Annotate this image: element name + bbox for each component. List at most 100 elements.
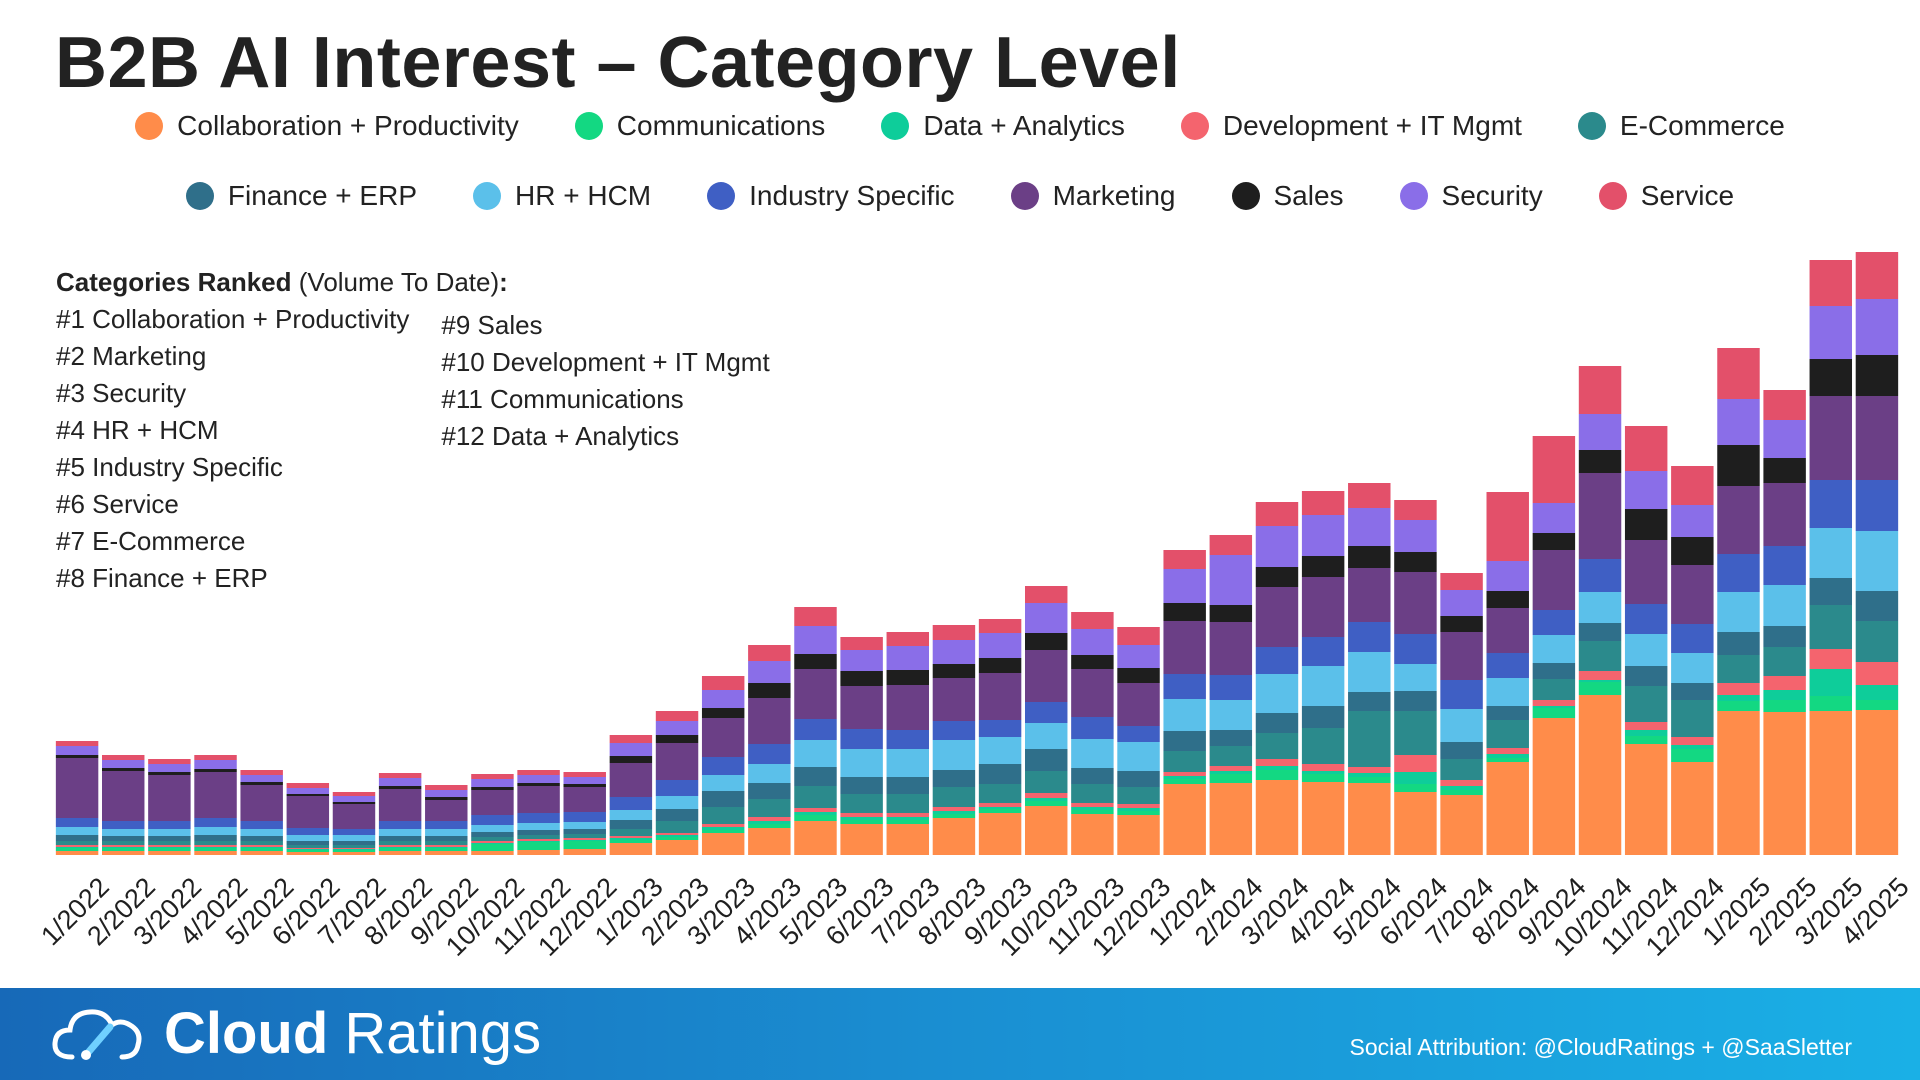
bar-segment [932, 678, 976, 721]
bar-segment [1255, 587, 1299, 647]
bar-segment [748, 824, 791, 828]
bar-segment [1624, 540, 1668, 604]
bar-segment [194, 760, 237, 769]
ranking-heading-rest: (Volume To Date) [291, 267, 500, 297]
bar-segment [1763, 390, 1806, 420]
bar-segment [240, 845, 283, 847]
bar-segment [1348, 483, 1391, 508]
bar-segment [1163, 603, 1206, 621]
bar-segment [1163, 751, 1206, 772]
bar-segment [1071, 810, 1114, 814]
bar-segment [978, 633, 1022, 658]
bar-segment [1163, 550, 1206, 569]
bar-segment [1117, 787, 1160, 804]
bar-segment [1255, 733, 1299, 759]
bar-segment [471, 844, 514, 851]
legend-swatch [1399, 182, 1428, 210]
bar-segment [471, 825, 514, 832]
bar-segment [1301, 577, 1345, 637]
bar-segment [1117, 804, 1160, 808]
bar-segment [609, 743, 653, 756]
bar-segment [840, 794, 883, 813]
bar-segment [425, 797, 468, 800]
bar-segment [794, 815, 837, 821]
bar-segment [886, 749, 930, 777]
legend-swatch [1010, 182, 1039, 210]
bar-segment [1440, 616, 1483, 632]
bar-segment [609, 829, 653, 836]
bar-segment [1394, 691, 1437, 711]
bar-segment [55, 835, 99, 841]
bar-segment [1717, 711, 1760, 855]
bar-segment [102, 845, 145, 847]
bar-segment [1163, 731, 1206, 751]
categories-ranked-panel: Categories Ranked (Volume To Date): #1 C… [56, 264, 770, 597]
bar-segment [471, 779, 514, 787]
bar-segment [1486, 678, 1529, 706]
bar-segment [517, 783, 560, 786]
bar-segment [240, 785, 283, 821]
legend-swatch [881, 112, 910, 140]
bar-segment [1717, 701, 1760, 711]
bar-segment [517, 842, 560, 850]
ranking-item: #4 HR + HCM [56, 415, 219, 445]
bar-segment [1486, 762, 1529, 855]
bar-segment [1301, 782, 1345, 855]
bar-segment [1809, 649, 1853, 669]
bar-segment [1025, 771, 1068, 793]
ranking-heading: Categories Ranked (Volume To Date): [56, 264, 770, 301]
bar-segment [1117, 811, 1160, 815]
bar-segment [1209, 771, 1253, 774]
bar-segment [932, 770, 976, 787]
bar-segment [1717, 348, 1760, 399]
bar-segment [1163, 621, 1206, 674]
bar-segment [840, 671, 883, 686]
bar-segment [425, 851, 468, 855]
bar-segment [794, 669, 837, 719]
bar-segment [425, 841, 468, 845]
bar-segment [1071, 768, 1114, 784]
bar-segment [1440, 590, 1483, 616]
bar-segment [1578, 559, 1622, 592]
bar-segment [425, 821, 468, 829]
legend-swatch [574, 112, 603, 140]
bar-segment [517, 813, 560, 823]
bar-segment [1117, 627, 1160, 645]
bar-segment [102, 851, 145, 855]
bar-segment [748, 661, 791, 683]
bar-segment [102, 841, 145, 845]
bar-segment [240, 848, 283, 851]
bar-segment [1532, 550, 1576, 610]
bar-segment [148, 772, 191, 775]
bar-segment [517, 835, 560, 839]
bar-segment [1255, 647, 1299, 674]
bar-segment [148, 845, 191, 847]
bar-segment [1717, 695, 1760, 701]
brand-name-light: Ratings [328, 1001, 542, 1066]
bar-segment [932, 814, 976, 818]
bar-segment [1394, 664, 1437, 691]
bar-segment [1809, 696, 1853, 711]
legend-swatch [185, 182, 214, 210]
bar-segment [701, 830, 745, 833]
legend-swatch [707, 182, 736, 210]
legend-label: Data + Analytics [923, 110, 1125, 141]
bar-segment [563, 787, 606, 812]
bar-segment [102, 829, 145, 836]
bar-segment [1809, 396, 1853, 480]
legend-item: Marketing [1010, 180, 1176, 212]
bar-segment [794, 626, 837, 654]
ranking-item: #10 Development + IT Mgmt [441, 347, 770, 377]
bar-segment [517, 839, 560, 841]
bar-segment [978, 673, 1022, 720]
bar-segment [978, 803, 1022, 807]
bar-segment [378, 841, 422, 845]
bar-segment [1440, 786, 1483, 790]
bar-segment [655, 835, 699, 837]
bar-segment [609, 756, 653, 763]
bar-segment [55, 827, 99, 835]
bar-segment [1578, 671, 1622, 680]
bar-segment [148, 848, 191, 851]
bar-segment [1578, 366, 1622, 414]
bar-segment [1071, 717, 1114, 739]
